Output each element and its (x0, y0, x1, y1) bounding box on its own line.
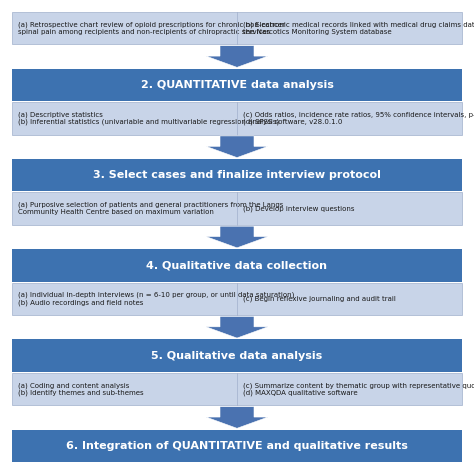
Bar (12, 283, 462, 315)
Text: 2. QUANTITATIVE data analysis: 2. QUANTITATIVE data analysis (141, 80, 333, 90)
Polygon shape (206, 136, 268, 157)
Text: (c) Begin reflexive journaling and audit trail: (c) Begin reflexive journaling and audit… (243, 296, 396, 302)
Polygon shape (206, 407, 268, 428)
Polygon shape (206, 46, 268, 67)
Bar (12, 373, 462, 405)
Bar (12, 69, 462, 101)
Bar (12, 339, 462, 372)
Text: (b) Develop interview questions: (b) Develop interview questions (243, 205, 355, 212)
Bar (12, 249, 462, 282)
Bar (12, 192, 462, 225)
Polygon shape (206, 317, 268, 338)
Text: 5. Qualitative data analysis: 5. Qualitative data analysis (151, 350, 323, 361)
Bar (12, 12, 462, 45)
Polygon shape (206, 226, 268, 248)
Bar (12, 159, 462, 191)
Text: (c) Odds ratios, incidence rate ratios, 95% confidence intervals, p-values
(d) S: (c) Odds ratios, incidence rate ratios, … (243, 111, 474, 126)
Text: (a) Individual in-depth interviews (n = 6-10 per group, or until data saturation: (a) Individual in-depth interviews (n = … (18, 292, 294, 306)
Text: 6. Integration of QUANTITATIVE and qualitative results: 6. Integration of QUANTITATIVE and quali… (66, 441, 408, 451)
Text: 4. Qualitative data collection: 4. Qualitative data collection (146, 260, 328, 270)
Text: (b) Electronic medical records linked with medical drug claims data from
the Nar: (b) Electronic medical records linked wi… (243, 21, 474, 35)
Bar (12, 429, 462, 462)
Text: (a) Descriptive statistics
(b) Inferential statistics (univariable and multivari: (a) Descriptive statistics (b) Inferenti… (18, 111, 279, 126)
Text: (a) Retrospective chart review of opioid prescriptions for chronic non-cancer
sp: (a) Retrospective chart review of opioid… (18, 21, 285, 35)
Text: (a) Purposive selection of patients and general practitioners from the Langs
Com: (a) Purposive selection of patients and … (18, 202, 283, 216)
Text: 3. Select cases and finalize interview protocol: 3. Select cases and finalize interview p… (93, 170, 381, 180)
Bar (12, 102, 462, 135)
Text: (a) Coding and content analysis
(b) Identify themes and sub-themes: (a) Coding and content analysis (b) Iden… (18, 382, 144, 396)
Text: (c) Summarize content by thematic group with representative quotes
(d) MAXQDA qu: (c) Summarize content by thematic group … (243, 382, 474, 396)
